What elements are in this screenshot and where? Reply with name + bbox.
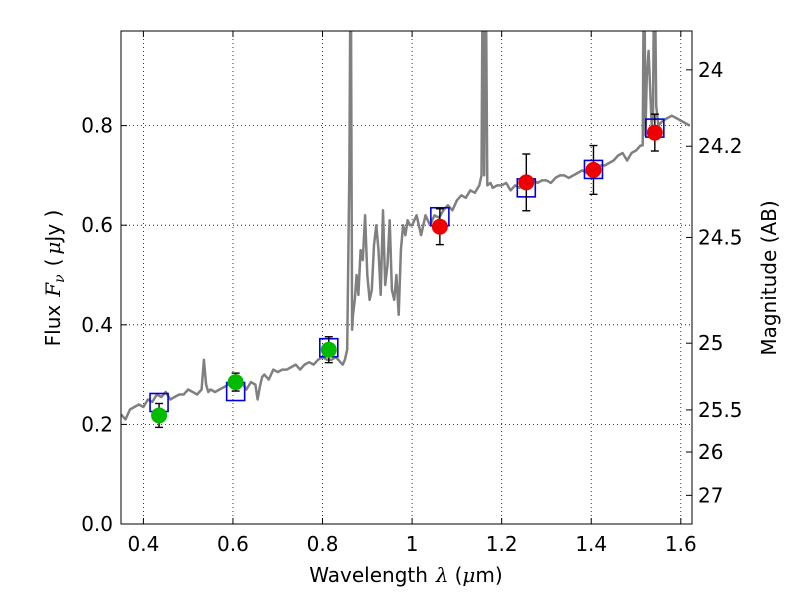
mag-tick-label: 24 bbox=[698, 58, 723, 82]
x-tick-label: 1.6 bbox=[665, 532, 697, 556]
observed-flux-point bbox=[585, 161, 602, 178]
y-tick-label: 0.0 bbox=[81, 512, 113, 536]
x-tick-label: 0.6 bbox=[217, 532, 249, 556]
y-tick-label: 0.8 bbox=[81, 114, 113, 138]
plot-frame bbox=[120, 30, 693, 525]
plot-area bbox=[121, 31, 691, 429]
mag-tick-label: 27 bbox=[698, 483, 723, 507]
y-tick-label: 0.4 bbox=[81, 313, 113, 337]
x-tick-label: 0.8 bbox=[307, 532, 339, 556]
mag-tick-label: 25.5 bbox=[698, 398, 743, 422]
x-tick-label: 0.4 bbox=[127, 532, 159, 556]
x-axis-label: Wavelength λ (μm) bbox=[309, 563, 502, 587]
mag-tick-label: 26 bbox=[698, 440, 723, 464]
observed-flux-point bbox=[518, 174, 535, 191]
x-tick-label: 1.2 bbox=[486, 532, 518, 556]
observed-flux-point bbox=[646, 124, 663, 141]
mag-tick-label: 24.2 bbox=[698, 134, 743, 158]
x-tick-label: 1.4 bbox=[575, 532, 607, 556]
mag-tick-label: 25 bbox=[698, 331, 723, 355]
ticks: 0.4 0.6 0.8 1 1.2 1.4 1.6 0.0 0.2 0.4 0.6 0.8 24 24.2… bbox=[81, 31, 743, 556]
y-tick-label: 0.2 bbox=[81, 412, 113, 436]
x-tick-label: 1 bbox=[406, 532, 419, 556]
observed-flux-point bbox=[227, 374, 244, 391]
y-tick-label: 0.6 bbox=[81, 213, 113, 237]
observed-flux-point bbox=[151, 407, 168, 424]
y2-axis-label: Magnitude (AB) bbox=[757, 200, 781, 355]
observed-flux-point bbox=[320, 341, 337, 358]
observed-flux-point bbox=[431, 218, 448, 235]
y-axis-label: FluxFν(μJy ) bbox=[41, 210, 68, 347]
mag-tick-label: 24.5 bbox=[698, 225, 743, 249]
